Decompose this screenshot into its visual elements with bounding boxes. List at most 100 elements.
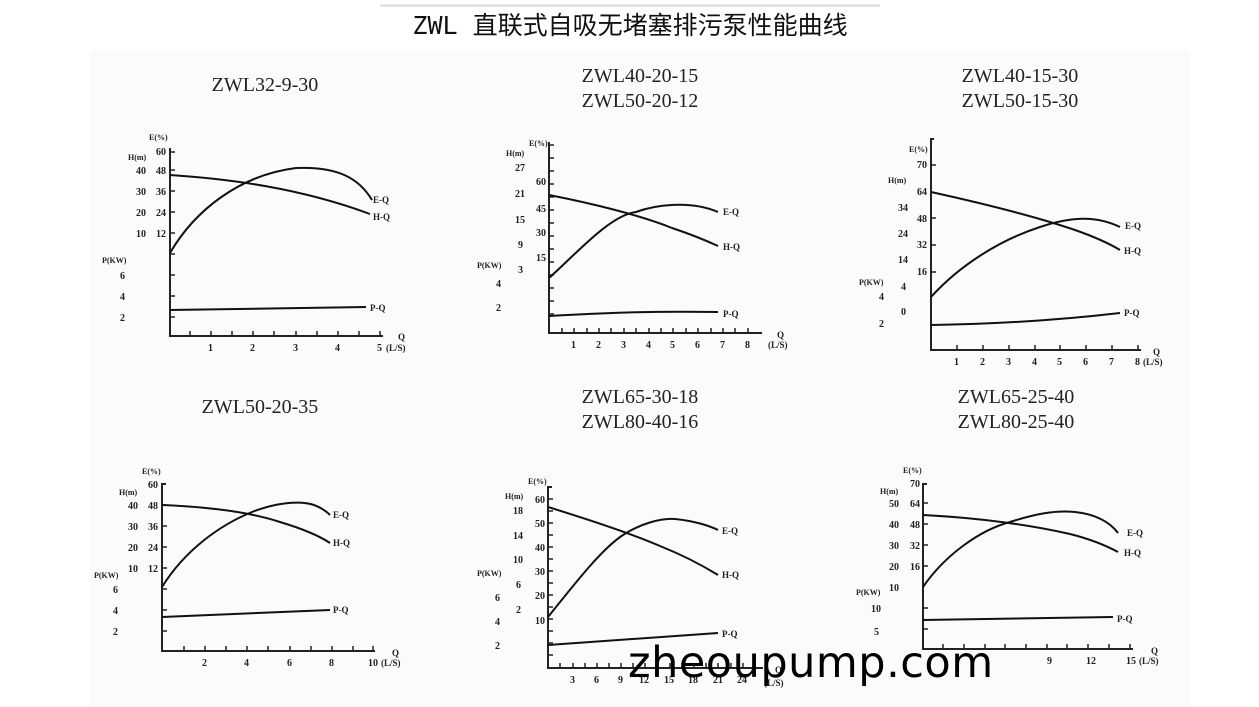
chart-5-p-q-curve: [547, 632, 719, 646]
chart-3-p-axis-label: P(KW): [859, 278, 884, 287]
chart-1-h-tick-labels: 40 30 20 10: [136, 166, 146, 240]
svg-text:Q: Q: [777, 330, 784, 340]
chart-4-e-axis-label: E(%): [142, 467, 161, 476]
svg-text:27: 27: [515, 163, 525, 174]
svg-text:3: 3: [570, 675, 575, 686]
chart-1-p-q-curve: [169, 306, 367, 311]
svg-text:48: 48: [910, 520, 920, 531]
chart-4-p-tick-labels: 6 4 2: [113, 585, 118, 638]
svg-text:E-Q: E-Q: [333, 510, 349, 520]
chart-3-x-ticks: [956, 345, 1139, 350]
svg-text:60: 60: [148, 480, 158, 491]
chart-4-h-axis-label: H(m): [119, 488, 138, 497]
svg-text:4: 4: [335, 343, 340, 354]
svg-text:60: 60: [535, 495, 545, 506]
svg-text:(L/S): (L/S): [386, 343, 406, 353]
chart-3-h-axis-label: H(m): [888, 176, 907, 185]
chart-5-h-axis-label: H(m): [505, 492, 524, 501]
chart-4-curve-labels: E-Q H-Q P-Q: [333, 510, 350, 615]
svg-text:(L/S): (L/S): [1143, 357, 1163, 367]
svg-text:14: 14: [513, 531, 523, 542]
chart-1-title-line: ZWL32-9-30: [211, 74, 319, 96]
svg-text:32: 32: [917, 240, 927, 251]
chart-5-axes: [547, 486, 763, 669]
svg-text:4: 4: [646, 340, 651, 351]
svg-text:21: 21: [515, 189, 525, 200]
svg-text:18: 18: [688, 675, 698, 686]
svg-text:8: 8: [329, 658, 334, 669]
svg-text:7: 7: [1109, 357, 1114, 368]
svg-text:P-Q: P-Q: [333, 605, 349, 615]
svg-text:1: 1: [571, 340, 576, 351]
chart-3-e-axis-label: E(%): [909, 145, 928, 154]
svg-text:16: 16: [917, 267, 927, 278]
chart-6-h-axis-label: H(m): [880, 487, 899, 496]
chart-3-y-ticks: [931, 164, 936, 273]
chart-2-p-tick-labels: 42: [496, 279, 501, 314]
svg-text:H-Q: H-Q: [1124, 246, 1141, 256]
svg-text:70: 70: [917, 160, 927, 171]
chart-1-x-tick-labels: 1 2 3 4 5 (L/S)Q: [208, 332, 406, 354]
chart-5-p-tick-labels: 6 4 2: [495, 593, 500, 652]
svg-text:2: 2: [120, 313, 125, 324]
chart-4-curves: [161, 501, 331, 618]
page-title: ZWL 直联式自吸无堵塞排污泵性能曲线: [412, 11, 848, 40]
chart-4-h-tick-labels: 40 30 20 10: [128, 501, 138, 575]
svg-text:4: 4: [879, 292, 884, 303]
svg-text:3: 3: [293, 343, 298, 354]
chart-4-x-tick-labels: 2 4 6 8 10 (L/S)Q: [202, 648, 401, 669]
watermark-text: zheoupump.com: [628, 638, 994, 688]
svg-text:8: 8: [1135, 357, 1140, 368]
svg-text:4: 4: [113, 606, 118, 617]
svg-text:3: 3: [1006, 357, 1011, 368]
svg-text:40: 40: [889, 520, 899, 531]
chart-1-p-axis-label: P(KW): [102, 256, 127, 265]
svg-text:P-Q: P-Q: [722, 629, 738, 639]
chart-6-axes: [922, 483, 1133, 650]
svg-text:10: 10: [136, 229, 146, 240]
svg-text:2: 2: [879, 319, 884, 330]
svg-text:70: 70: [910, 479, 920, 490]
svg-text:4: 4: [495, 617, 500, 628]
chart-1-h-axis-label: H(m): [128, 153, 147, 162]
scanned-sheet-background: [90, 50, 1190, 707]
svg-text:10: 10: [535, 616, 545, 627]
chart-2-title-line-2: ZWL50-20-12: [581, 90, 699, 112]
svg-text:H-Q: H-Q: [723, 242, 740, 252]
chart-5-y-ticks: [548, 498, 553, 656]
chart-5-p-axis-label: P(KW): [477, 569, 502, 578]
chart-2-e-q-curve: [548, 203, 719, 279]
svg-text:E-Q: E-Q: [1127, 528, 1143, 538]
chart-1-x-ticks: [189, 331, 381, 336]
svg-text:12: 12: [156, 229, 166, 240]
chart-5-title-line-1: ZWL65-30-18: [581, 386, 699, 408]
svg-text:60: 60: [536, 177, 546, 188]
svg-text:E-Q: E-Q: [1125, 221, 1141, 231]
chart-3-curves: [930, 191, 1121, 326]
chart-6-title: ZWL65-25-40 ZWL80-25-40: [921, 385, 1111, 435]
chart-3-h-q-curve: [930, 191, 1121, 251]
chart-5-x-ticks: [559, 663, 744, 668]
chart-3-x-tick-labels: 1 2 3 4 5 6 7 8 (L/S)Q: [954, 347, 1163, 368]
svg-text:36: 36: [148, 522, 158, 533]
chart-6-curves: [922, 510, 1119, 621]
chart-5-e-axis-label: E(%): [528, 477, 547, 486]
chart-5-h-tick-labels: 18 14 10 6 2: [513, 506, 523, 616]
svg-text:(L/S): (L/S): [381, 658, 401, 668]
svg-text:1: 1: [954, 357, 959, 368]
svg-text:5: 5: [377, 343, 382, 354]
svg-text:6: 6: [287, 658, 292, 669]
chart-3-h-tick-labels: 34 24 14 4 0: [898, 203, 908, 318]
svg-text:P-Q: P-Q: [1117, 614, 1133, 624]
svg-text:5: 5: [1057, 357, 1062, 368]
svg-text:45: 45: [536, 204, 546, 215]
svg-text:9: 9: [518, 240, 523, 251]
svg-text:5: 5: [670, 340, 675, 351]
svg-text:10: 10: [889, 583, 899, 594]
svg-text:14: 14: [898, 255, 908, 266]
svg-text:12: 12: [639, 675, 649, 686]
svg-text:12: 12: [148, 564, 158, 575]
chart-2-x-ticks: [561, 328, 749, 333]
